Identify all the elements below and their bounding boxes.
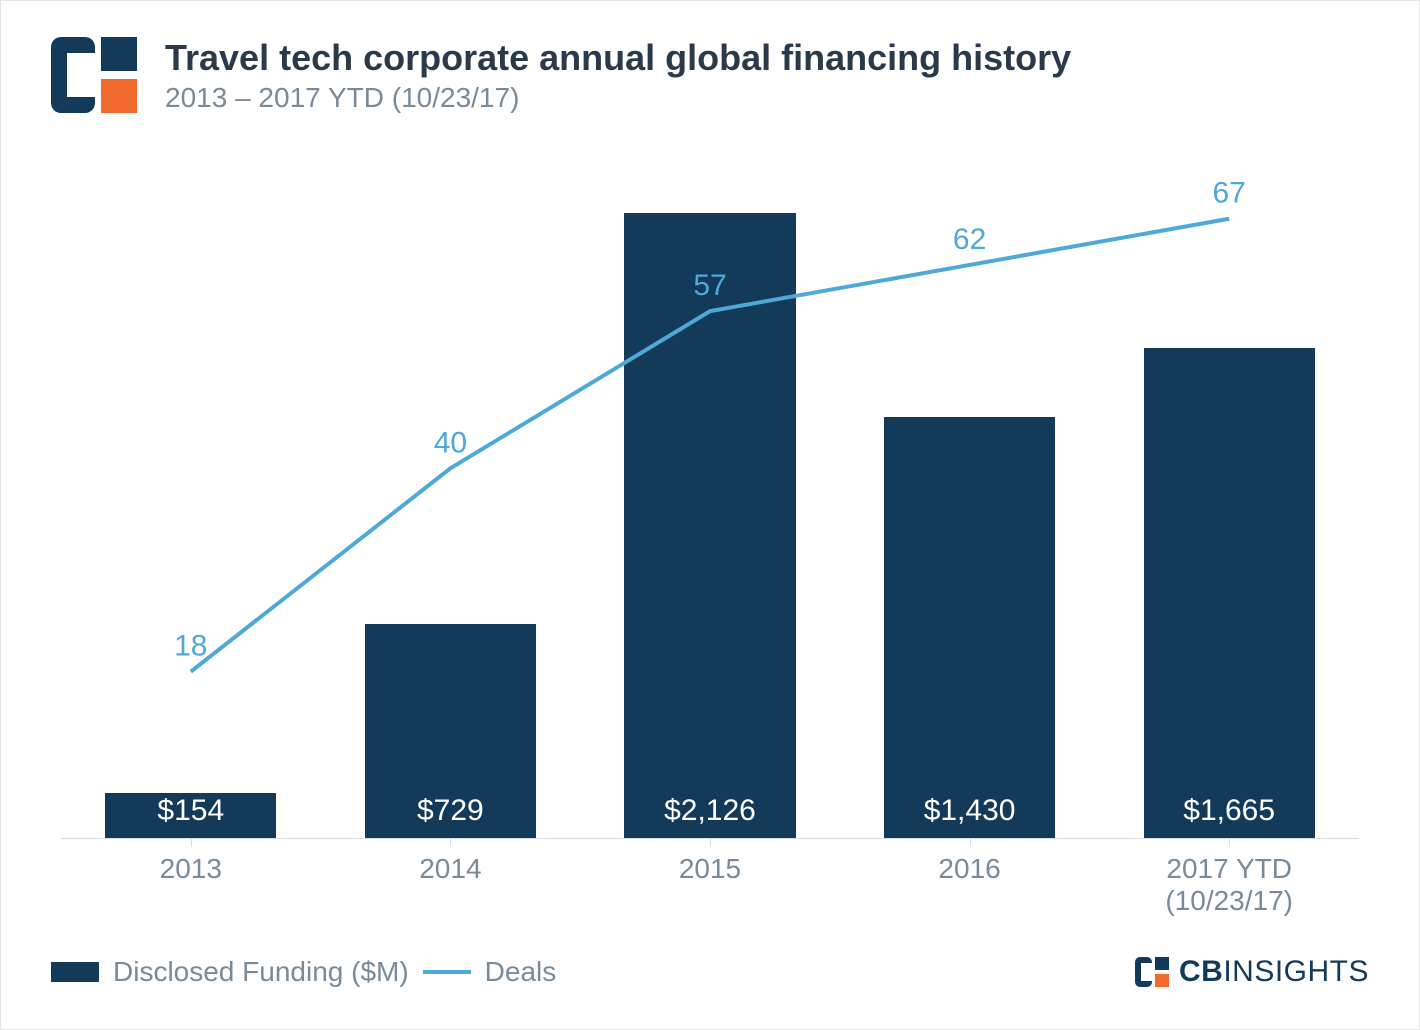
x-tick-label: 2013 xyxy=(61,839,321,899)
header: Travel tech corporate annual global fina… xyxy=(1,1,1419,114)
legend-label-funding: Disclosed Funding ($M) xyxy=(113,956,409,988)
legend: Disclosed Funding ($M) Deals xyxy=(51,956,556,988)
brand-icon xyxy=(1135,957,1169,987)
chart-title: Travel tech corporate annual global fina… xyxy=(165,37,1369,78)
chart-subtitle: 2013 – 2017 YTD (10/23/17) xyxy=(165,82,1369,114)
legend-swatch-bar xyxy=(51,962,99,982)
brand-name-light: INSIGHTS xyxy=(1223,955,1369,988)
brand-name-bold: CB xyxy=(1179,955,1223,988)
line-point-label: 18 xyxy=(174,630,207,663)
line-point-label: 67 xyxy=(1213,177,1246,210)
x-tick-label: 2016 xyxy=(840,839,1100,899)
chart-card: Travel tech corporate annual global fina… xyxy=(0,0,1420,1030)
line-point-label: 40 xyxy=(434,426,467,459)
line-point-label: 57 xyxy=(693,269,726,302)
x-tick-label: 2017 YTD (10/23/17) xyxy=(1099,839,1359,899)
x-axis: 20132014201520162017 YTD (10/23/17) xyxy=(61,839,1359,899)
brand-text: CBINSIGHTS xyxy=(1179,955,1369,989)
plot-area: $154$729$2,126$1,430$1,665 1840576267 xyxy=(61,191,1359,839)
line-point-label: 62 xyxy=(953,223,986,256)
footer: Disclosed Funding ($M) Deals CBINSIGHTS xyxy=(51,955,1369,989)
legend-swatch-line xyxy=(423,970,471,974)
title-block: Travel tech corporate annual global fina… xyxy=(165,37,1369,114)
logo-icon xyxy=(51,37,137,113)
line-series: 1840576267 xyxy=(61,191,1359,838)
legend-label-deals: Deals xyxy=(485,956,557,988)
brand: CBINSIGHTS xyxy=(1135,955,1369,989)
chart-area: $154$729$2,126$1,430$1,665 1840576267 20… xyxy=(61,191,1359,899)
x-tick-label: 2014 xyxy=(321,839,581,899)
x-tick-label: 2015 xyxy=(580,839,840,899)
